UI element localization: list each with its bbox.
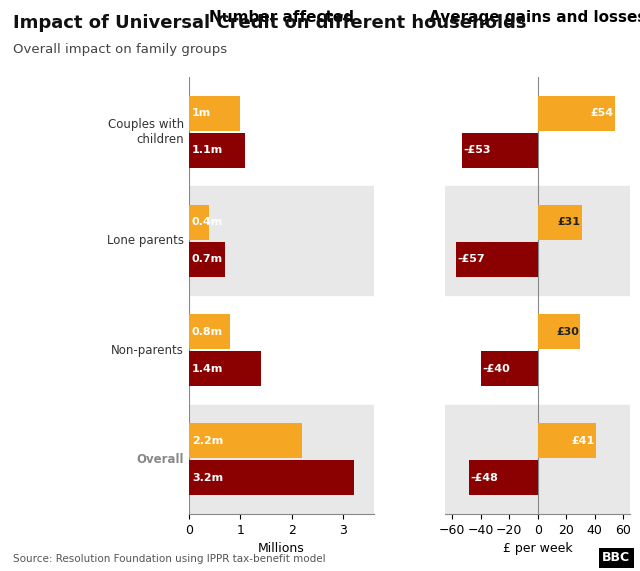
Bar [189, 314, 230, 349]
Text: 0.7m: 0.7m [192, 255, 223, 264]
Text: £41: £41 [572, 436, 595, 446]
Text: Lone parents: Lone parents [107, 234, 184, 247]
Text: -£57: -£57 [458, 255, 485, 264]
Bar [538, 96, 614, 131]
Bar [469, 460, 538, 495]
Bar [189, 423, 302, 458]
Bar [189, 186, 374, 295]
Text: -£53: -£53 [463, 145, 491, 155]
Bar [538, 205, 582, 240]
Text: -£40: -£40 [482, 364, 509, 373]
Text: Non-parents: Non-parents [111, 344, 184, 357]
Bar [538, 314, 580, 349]
Bar [189, 242, 225, 277]
Text: 1m: 1m [192, 108, 211, 118]
Text: 3.2m: 3.2m [192, 473, 223, 483]
Bar [462, 133, 538, 168]
Bar [445, 405, 630, 514]
Bar [189, 133, 246, 168]
Text: 1.1m: 1.1m [192, 145, 223, 155]
Bar [189, 96, 241, 131]
Text: BBC: BBC [602, 551, 630, 564]
X-axis label: £ per week: £ per week [503, 542, 572, 555]
Text: 0.4m: 0.4m [192, 218, 223, 227]
Text: Impact of Universal Credit on different households: Impact of Universal Credit on different … [13, 14, 526, 33]
Text: Overall impact on family groups: Overall impact on family groups [13, 43, 227, 56]
Bar [189, 405, 374, 514]
Title: Number affected: Number affected [209, 10, 354, 25]
Bar [189, 205, 209, 240]
Bar [189, 351, 261, 386]
Text: 0.8m: 0.8m [192, 327, 223, 336]
Text: -£48: -£48 [470, 473, 499, 483]
Text: 2.2m: 2.2m [192, 436, 223, 446]
Text: £31: £31 [557, 218, 580, 227]
Bar [481, 351, 538, 386]
Text: Source: Resolution Foundation using IPPR tax-benefit model: Source: Resolution Foundation using IPPR… [13, 554, 325, 564]
Text: Couples with
children: Couples with children [108, 118, 184, 146]
Text: £30: £30 [556, 327, 579, 336]
Text: 1.4m: 1.4m [192, 364, 223, 373]
Text: Overall: Overall [137, 453, 184, 466]
Bar [456, 242, 538, 277]
Text: £54: £54 [590, 108, 613, 118]
Bar [538, 423, 596, 458]
Title: Average gains and losses: Average gains and losses [429, 10, 640, 25]
Bar [445, 186, 630, 295]
Bar [189, 460, 354, 495]
X-axis label: Millions: Millions [258, 542, 305, 555]
